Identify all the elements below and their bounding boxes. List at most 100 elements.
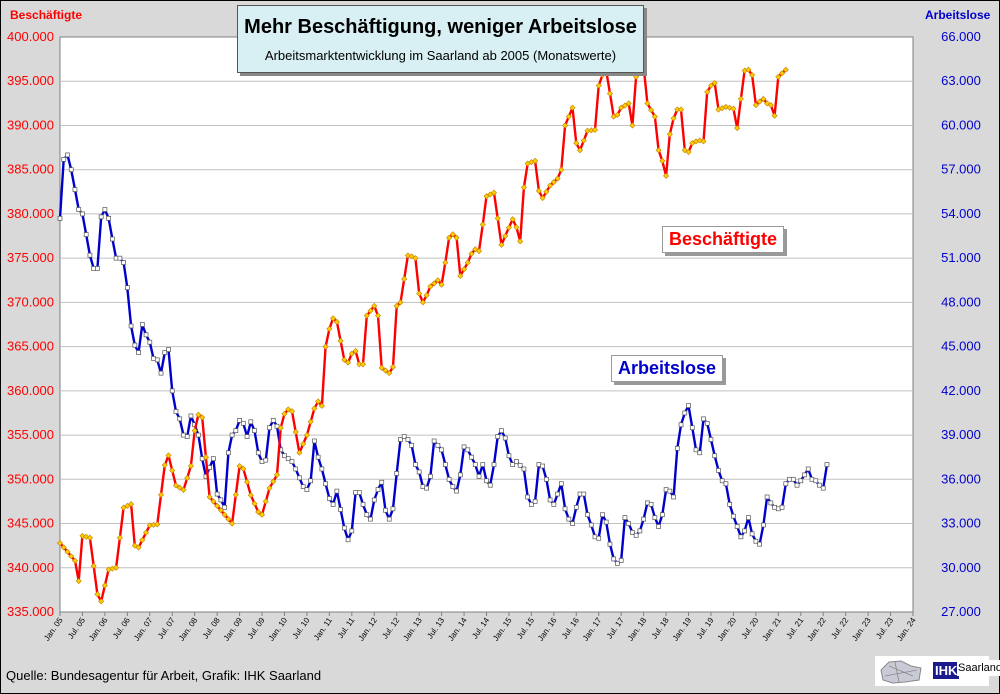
x-tick-label: Jan. 22	[805, 616, 828, 643]
employed-point	[337, 337, 344, 344]
unemployed-point	[600, 512, 605, 518]
unemployed-point	[562, 506, 568, 512]
employed-point	[225, 516, 232, 523]
unemployed-point	[689, 425, 695, 431]
unemployed-point	[585, 512, 590, 518]
x-tick-label: Jul. 08	[201, 616, 222, 641]
x-tick-label: Jan. 05	[42, 616, 65, 643]
unemployed-point	[158, 370, 164, 376]
x-tick-label: Jan. 20	[716, 616, 739, 643]
unemployed-point	[532, 499, 538, 504]
unemployed-point	[285, 456, 291, 462]
employed-point	[502, 233, 509, 240]
unemployed-point	[813, 478, 819, 484]
left-tick-label: 360.000	[7, 383, 54, 398]
unemployed-point	[607, 541, 613, 547]
employed-point	[98, 598, 105, 605]
unemployed-point	[633, 532, 639, 538]
unemployed-point	[630, 530, 635, 535]
employed-point	[550, 179, 557, 186]
unemployed-point	[746, 515, 751, 520]
employed-point	[367, 307, 374, 314]
unemployed-point	[506, 453, 512, 459]
unemployed-point	[521, 466, 527, 472]
employed-point	[75, 578, 82, 585]
unemployed-point	[379, 479, 385, 485]
employed-point	[296, 449, 303, 456]
employed-point	[606, 90, 613, 97]
unemployed-point	[330, 502, 336, 507]
unemployed-point	[790, 476, 796, 482]
employed-point	[232, 491, 239, 498]
unemployed-point	[226, 450, 231, 456]
unemployed-point	[312, 438, 317, 444]
left-tick-label: 335.000	[7, 604, 54, 619]
unemployed-point	[435, 443, 441, 448]
employed-point	[730, 105, 737, 112]
right-tick-label: 45.000	[941, 339, 981, 354]
unemployed-point	[110, 236, 115, 242]
unemployed-point	[229, 432, 235, 438]
unemployed-point	[124, 285, 130, 290]
employed-point	[711, 79, 718, 87]
unemployed-point	[450, 484, 456, 490]
x-tick-label: Jan. 12	[356, 616, 379, 643]
employed-point	[389, 363, 396, 370]
unemployed-point	[394, 471, 400, 476]
employed-point	[775, 73, 782, 80]
employed-point	[303, 432, 310, 439]
unemployed-point	[712, 453, 718, 459]
unemployed-point	[794, 482, 800, 488]
employed-point	[644, 100, 651, 107]
employed-point	[663, 172, 670, 179]
unemployed-point	[147, 339, 153, 345]
employed-point	[767, 102, 774, 109]
x-tick-label: Jan. 09	[222, 616, 245, 643]
right-tick-label: 27.000	[941, 604, 981, 619]
employed-point	[779, 70, 786, 77]
left-tick-label: 390.000	[7, 117, 54, 132]
unemployed-point	[596, 535, 602, 541]
unemployed-point	[173, 409, 179, 414]
x-tick-label: Jul. 05	[66, 616, 87, 641]
employed-point	[191, 427, 198, 434]
source-note: Quelle: Bundesagentur für Arbeit, Grafik…	[6, 668, 322, 683]
employed-point	[760, 95, 767, 102]
unemployed-point	[199, 456, 205, 462]
employed-point	[101, 582, 108, 589]
unemployed-point	[480, 462, 486, 467]
employed-point	[386, 370, 393, 377]
employed-point	[543, 188, 550, 195]
unemployed-point	[383, 507, 388, 513]
unemployed-point	[626, 521, 632, 526]
unemployed-point	[349, 528, 355, 534]
employed-point	[199, 414, 206, 421]
employed-point	[457, 272, 464, 279]
employed-point	[423, 292, 430, 299]
left-tick-label: 365.000	[7, 339, 54, 354]
unemployed-point	[95, 266, 100, 271]
left-tick-label: 340.000	[7, 560, 54, 575]
x-tick-label: Jan. 17	[581, 616, 604, 643]
employed-point	[206, 493, 213, 501]
employed-point	[68, 553, 75, 560]
employed-point	[771, 112, 778, 119]
unemployed-point	[293, 466, 299, 472]
x-tick-label: Jan. 08	[177, 616, 200, 643]
unemployed-point	[154, 357, 160, 363]
employed-point	[648, 106, 655, 114]
x-tick-label: Jan. 06	[87, 616, 110, 643]
unemployed-point	[761, 522, 766, 528]
unemployed-point	[57, 215, 63, 221]
employed-point	[707, 82, 714, 89]
employed-point	[169, 467, 176, 474]
employed-point	[214, 502, 221, 509]
unemployed-point	[188, 413, 194, 419]
unemployed-point	[514, 459, 519, 464]
employed-point	[322, 343, 329, 350]
unemployed-point	[442, 462, 448, 467]
unemployed-point	[757, 541, 762, 547]
unemployed-point	[502, 435, 508, 441]
employed-point	[363, 312, 370, 319]
chart-subtitle: Arbeitsmarktentwicklung im Saarland ab 2…	[264, 48, 617, 63]
